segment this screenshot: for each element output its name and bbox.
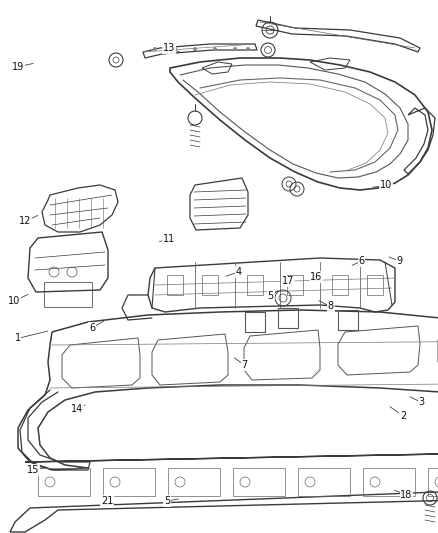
Text: 7: 7 [241,360,247,370]
Circle shape [246,47,250,51]
Text: 1: 1 [14,334,21,343]
Bar [298,468,350,496]
Text: 10: 10 [380,181,392,190]
Text: 5: 5 [268,291,274,301]
Text: 10: 10 [8,296,20,306]
Circle shape [173,47,177,51]
Bar [363,468,415,496]
Text: 14: 14 [71,405,83,414]
Circle shape [233,47,237,51]
Text: 15: 15 [27,465,39,475]
Text: 6: 6 [358,256,364,266]
Bar [44,282,92,307]
Bar [428,468,438,496]
Bar [338,310,358,330]
Text: 9: 9 [396,256,403,266]
Circle shape [193,47,197,51]
Circle shape [213,47,217,51]
Text: 17: 17 [282,277,294,286]
Text: 16: 16 [310,272,322,282]
Bar [245,312,265,332]
Bar [103,468,155,496]
Circle shape [153,47,157,51]
Bar [167,275,183,295]
Text: 13: 13 [162,43,175,53]
Text: 19: 19 [12,62,25,71]
Text: 2: 2 [400,411,406,421]
Bar [233,468,285,496]
Text: 3: 3 [418,398,424,407]
Text: 11: 11 [162,234,175,244]
Bar [247,275,263,295]
Text: 4: 4 [236,267,242,277]
Text: 12: 12 [19,216,32,226]
Bar [278,308,298,328]
Bar [287,275,303,295]
Text: 18: 18 [400,490,413,499]
Bar [332,275,348,295]
Bar [168,468,220,496]
Text: 8: 8 [328,302,334,311]
Text: 5: 5 [164,496,170,506]
Text: 21: 21 [101,496,113,506]
Bar [202,275,218,295]
Bar [367,275,383,295]
Bar [38,468,90,496]
Text: 6: 6 [89,323,95,333]
